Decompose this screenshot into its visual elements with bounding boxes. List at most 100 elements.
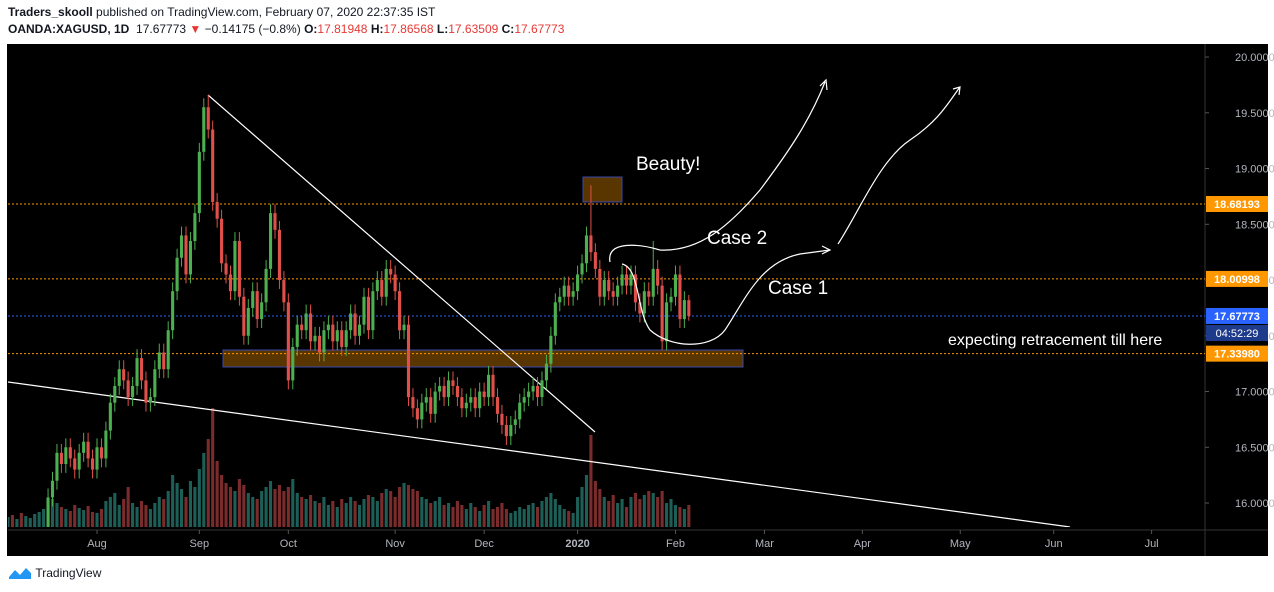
scenario-arrows [609,78,961,345]
volume-bar [228,487,233,527]
candle-body [540,380,544,398]
candle-body [171,291,175,331]
x-tick-label: Aug [87,538,107,550]
volume-bar [660,491,664,527]
chart: Beauty! Case 2 Case 1 expecting retracem… [7,44,1274,556]
candle-body [95,447,99,470]
volume-bar [420,497,424,527]
candle-body [380,280,384,297]
volume-bar [558,505,562,527]
volume-bar [37,512,41,527]
volume-bar [411,489,415,527]
author: Traders_skooll [8,5,93,19]
volume-bar [68,511,72,527]
c-label: C: [501,22,515,36]
volume-bar [202,453,206,527]
logo [9,568,31,579]
candle-body [260,302,264,320]
candle-body [642,291,646,314]
volume-bar [647,491,651,527]
volume-bar [59,507,63,527]
volume-bar [518,507,522,527]
candle-body [313,335,317,342]
x-tick-label: Mar [755,538,774,550]
price-tag [1206,270,1268,287]
candle-body [68,447,72,459]
price-tag-label: 18.68193 [1214,199,1260,211]
l-label: L: [436,22,449,36]
volume-bar [237,479,241,527]
candle-body [669,296,673,303]
volume-bar [24,516,28,527]
volume-bar [153,503,157,527]
volume-bar [126,487,130,527]
low: 17.63509 [448,22,499,36]
brand: TradingView [35,566,102,580]
candle-body [633,274,637,303]
candle-body [144,380,148,403]
annotation: Beauty! [636,154,700,175]
candle-body [504,424,508,437]
volume-bar [19,513,23,527]
candle-body [184,235,188,275]
candle-body [224,263,228,275]
countdown-tag [1206,324,1268,341]
candle-body [228,274,233,292]
volume-bar [28,518,32,527]
candle-body [46,497,50,527]
volume-bar [77,508,81,527]
candle-body [113,385,117,403]
candle-body [344,330,348,347]
candle-body [126,380,130,398]
level-layer [8,203,1205,355]
volume-bar [215,461,219,527]
volume-bar [300,497,304,527]
volume-bar [576,497,580,527]
candle-body [193,213,197,242]
candle-body [82,441,86,453]
volume-bar [455,501,459,527]
volume-bar [86,506,90,527]
candle-body [331,324,335,342]
candle-body [220,218,224,264]
volume-bar [349,497,353,527]
y-tick-label: 18.50000 [1235,219,1274,231]
x-tick-label: Apr [854,538,871,550]
volume-bar [95,513,99,527]
volume-bar [584,475,589,527]
volume-bar [469,503,473,527]
candle-body [389,268,393,275]
candle-body [122,369,126,381]
candle-body [197,151,201,214]
volume-bar [184,497,188,527]
volume-bar [197,469,201,527]
candle-body [349,313,353,331]
candle-body [162,352,166,370]
candle-body [589,235,593,253]
volume-bar [611,495,615,527]
volume-bar [629,497,633,527]
candle-body [593,252,597,269]
arrow-head [821,245,832,255]
volume-bar [633,493,637,527]
volume-bar [322,497,326,527]
volume-bar [90,512,95,527]
candle-body [282,280,286,303]
candle-body [335,330,339,342]
volume-bar [224,483,228,527]
volume-bar [429,503,433,527]
volume-bar [687,505,691,527]
y-tick-label: 16.00000 [1235,498,1274,510]
volume-bar [415,491,419,527]
x-tick-label: Jun [1045,538,1063,550]
candle-body [55,452,59,481]
volume-bar [317,503,322,527]
case1-continuation [837,86,961,245]
candle-body [429,397,433,414]
volume-bar [277,485,281,527]
candle-body [233,241,237,292]
volume-bar [553,499,557,527]
candle-body [602,280,606,297]
volume-bar [179,489,184,527]
